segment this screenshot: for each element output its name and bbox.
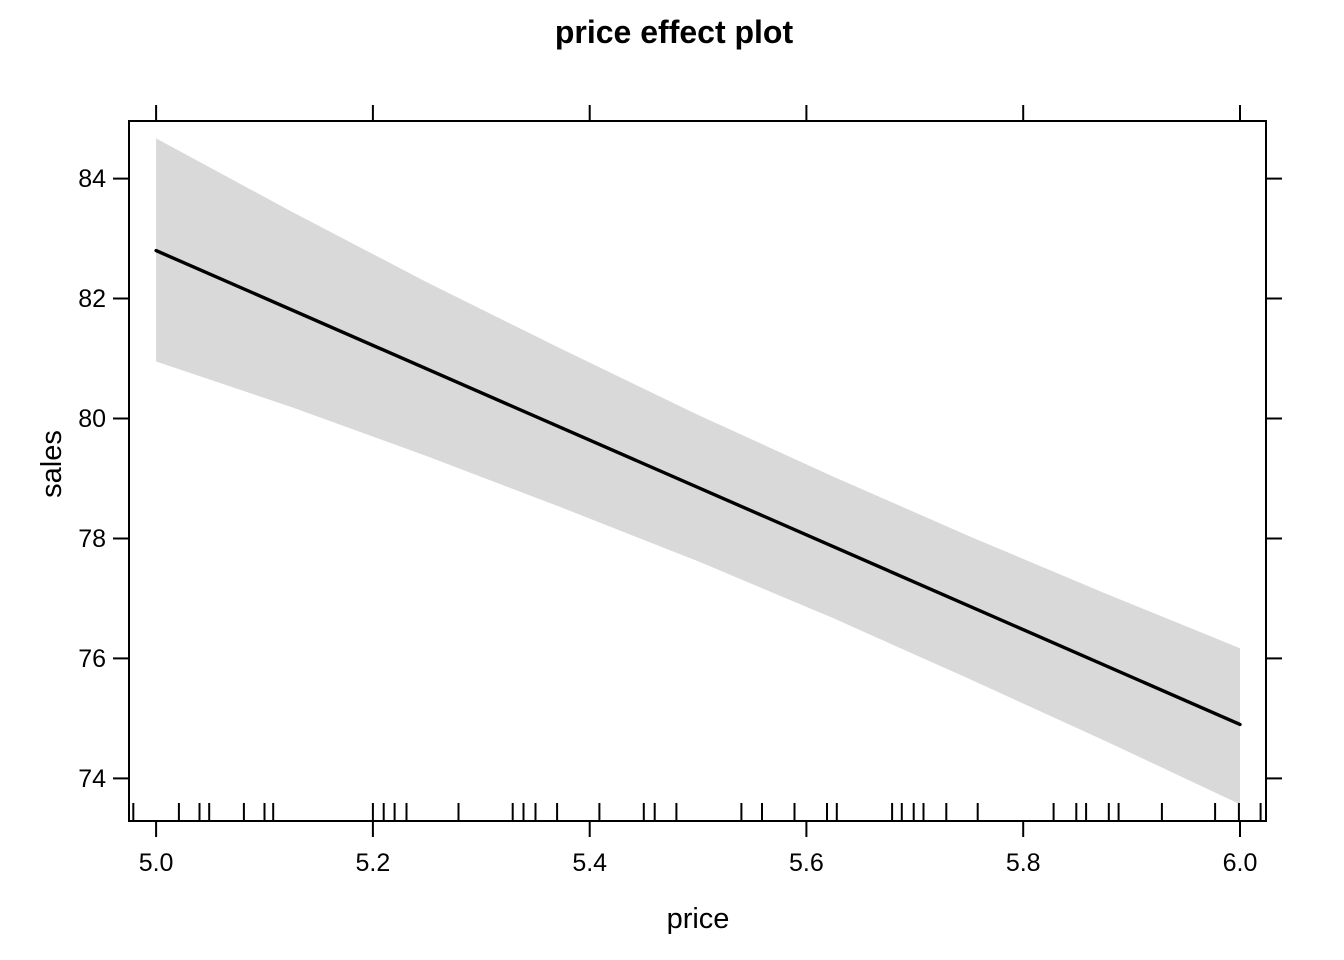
x-tick-label: 5.8 <box>1006 849 1041 877</box>
x-axis-label: price <box>667 903 730 935</box>
regression-line <box>154 248 1242 727</box>
y-axis-label: sales <box>36 430 68 498</box>
x-tick-label: 5.0 <box>139 849 174 877</box>
plot-border <box>128 120 1267 822</box>
x-tick-label: 5.4 <box>572 849 607 877</box>
x-tick-labels: 5.0 5.2 5.4 5.6 5.8 6.0 <box>139 849 1258 877</box>
x-tick-label: 5.2 <box>356 849 391 877</box>
x-tick-label: 6.0 <box>1223 849 1258 877</box>
x-tick-label: 5.6 <box>789 849 824 877</box>
y-tick-label: 80 <box>78 405 106 433</box>
axis-ticks <box>113 105 1282 837</box>
y-tick-label: 82 <box>78 285 106 313</box>
y-tick-labels: 74 76 78 80 82 84 <box>78 165 106 793</box>
chart-title: price effect plot <box>555 14 794 50</box>
y-tick-label: 76 <box>78 645 106 673</box>
y-tick-label: 74 <box>78 765 106 793</box>
y-tick-label: 78 <box>78 525 106 553</box>
y-tick-label: 84 <box>78 165 106 193</box>
rug-marks <box>132 803 1262 820</box>
confidence-band <box>156 138 1241 805</box>
